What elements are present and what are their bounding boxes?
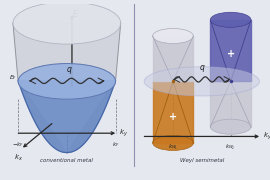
Ellipse shape — [144, 67, 259, 96]
Text: +: + — [169, 112, 177, 122]
Text: $-k_F$: $-k_F$ — [12, 140, 24, 148]
Text: $k_x$: $k_x$ — [14, 153, 23, 163]
Ellipse shape — [210, 12, 251, 27]
Polygon shape — [210, 20, 251, 81]
Text: $k_y$: $k_y$ — [119, 127, 129, 139]
Text: $k_{W_1}$: $k_{W_1}$ — [168, 143, 178, 152]
Text: $E_{\rm F}$: $E_{\rm F}$ — [9, 73, 17, 82]
Polygon shape — [13, 23, 121, 153]
Text: +: + — [227, 49, 235, 59]
Text: E: E — [73, 10, 79, 19]
Polygon shape — [153, 81, 193, 143]
Ellipse shape — [153, 135, 193, 150]
Text: conventional metal: conventional metal — [40, 158, 93, 163]
Ellipse shape — [18, 64, 116, 99]
Text: q: q — [199, 63, 204, 72]
Text: q: q — [67, 65, 72, 74]
Text: $k_{W_2}$: $k_{W_2}$ — [225, 143, 236, 152]
Ellipse shape — [18, 64, 116, 99]
Text: $k_F$: $k_F$ — [112, 140, 119, 148]
Polygon shape — [210, 81, 251, 127]
Ellipse shape — [13, 2, 121, 44]
Ellipse shape — [153, 28, 193, 44]
Text: $k_y$: $k_y$ — [263, 131, 270, 142]
Polygon shape — [153, 36, 193, 81]
Ellipse shape — [210, 119, 251, 134]
Text: Weyl semimetal: Weyl semimetal — [180, 158, 224, 163]
Polygon shape — [18, 81, 116, 153]
